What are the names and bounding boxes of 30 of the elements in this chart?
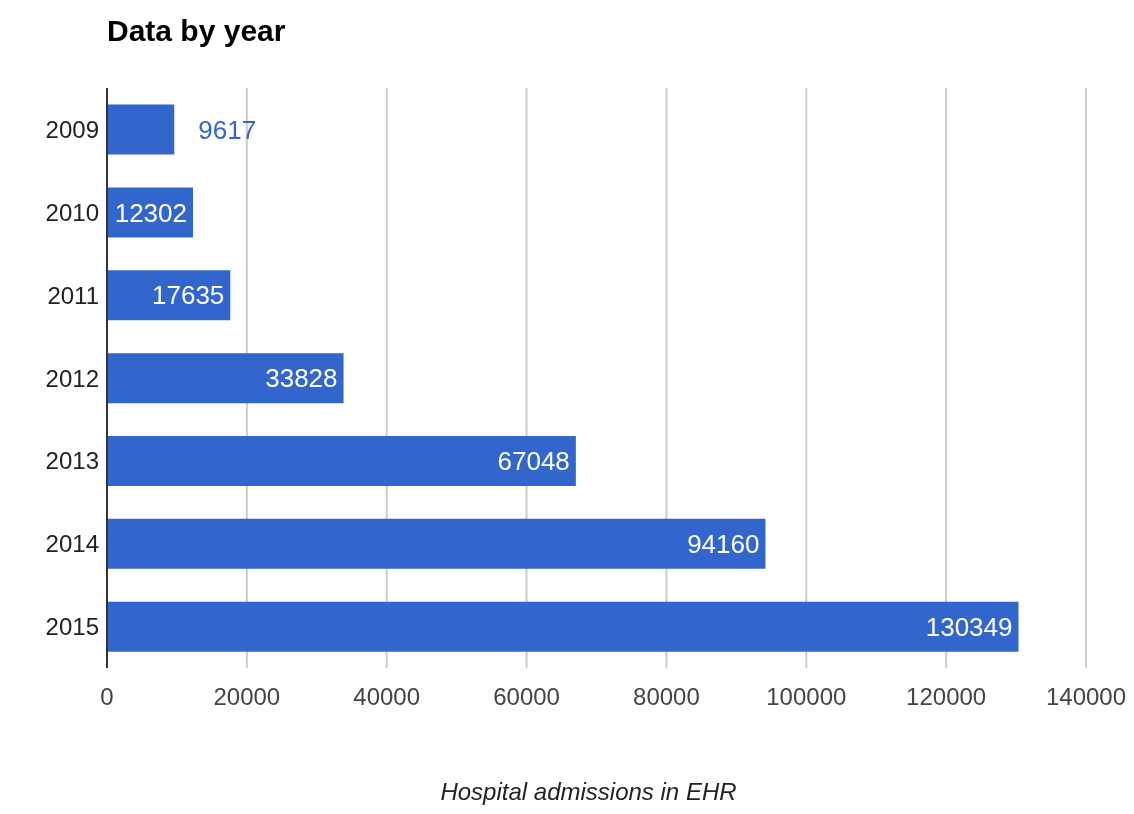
data-label: 130349: [925, 611, 1013, 642]
y-tick-label: 2012: [45, 364, 99, 392]
y-tick-label: 2009: [45, 115, 99, 143]
x-tick-label: 20000: [213, 683, 281, 711]
data-label: 67048: [497, 446, 570, 477]
chart-title: Data by year: [107, 14, 286, 48]
x-tick-label: 120000: [906, 683, 987, 711]
x-tick-label: 100000: [766, 683, 847, 711]
bar: [107, 353, 344, 404]
data-label: 9617: [198, 114, 257, 145]
y-tick-label: 2014: [45, 530, 99, 558]
bar: [107, 436, 576, 486]
y-tick-label: 2010: [45, 198, 99, 226]
x-axis-title: Hospital admissions in EHR: [439, 778, 738, 806]
bar: [107, 601, 1019, 652]
data-label: 94160: [687, 528, 760, 559]
bar: [107, 270, 231, 321]
x-tick-label: 60000: [493, 683, 560, 711]
x-tick-label: 80000: [633, 683, 700, 711]
y-tick-label: 2013: [45, 447, 99, 475]
data-label: 33828: [265, 363, 338, 394]
y-tick-label: 2011: [47, 281, 99, 309]
bar: [107, 518, 766, 569]
x-tick-label: 140000: [1045, 683, 1127, 711]
bar: [107, 104, 175, 155]
data-label: 17635: [152, 280, 225, 311]
x-tick-label: 0: [100, 683, 114, 711]
x-tick-label: 40000: [353, 683, 421, 711]
y-tick-label: 2015: [45, 613, 99, 641]
data-label: 12302: [114, 197, 188, 228]
